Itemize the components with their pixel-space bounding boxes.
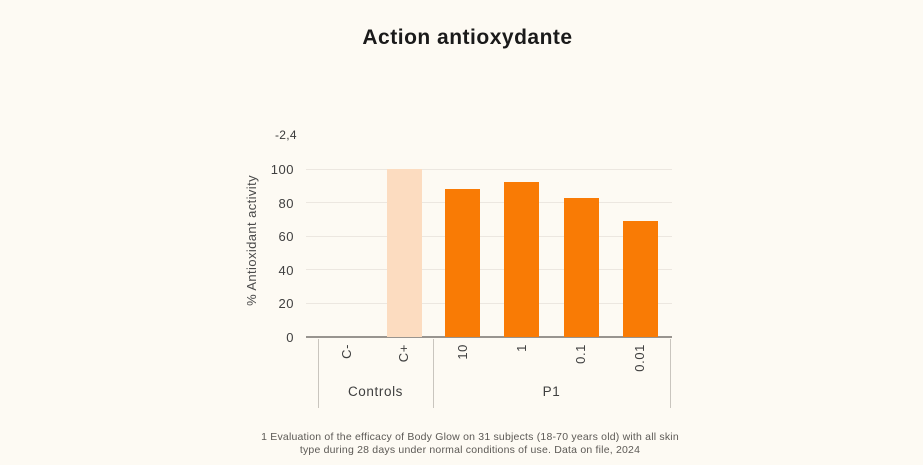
group-label-controls: Controls	[347, 384, 404, 399]
y-tick-label-0: 0	[286, 330, 294, 345]
gridline-20	[306, 302, 672, 304]
bar-0.1	[563, 197, 599, 337]
x-tick-label-0.01: 0.01	[632, 344, 648, 372]
gridline-60	[306, 235, 672, 237]
group-label-p1: P1	[542, 384, 561, 399]
bar-0.01	[622, 221, 658, 337]
x-tick-label-C+: C+	[396, 344, 412, 363]
y-tick-label-100: 100	[270, 162, 294, 177]
gridline-40	[306, 269, 672, 271]
bar-1	[504, 182, 540, 337]
bar-10	[445, 189, 481, 337]
footnote: 1 Evaluation of the efficacy of Body Glo…	[230, 431, 710, 457]
x-tick-label-10: 10	[454, 344, 470, 360]
x-tick-label-C-: C-	[338, 344, 354, 359]
y-tick-label-80: 80	[278, 195, 294, 211]
x-axis-line	[306, 335, 672, 338]
chart-title: Action antioxydante	[362, 26, 573, 49]
x-tick-label-0.1: 0.1	[573, 344, 589, 364]
y-tick-label-20: 20	[278, 296, 294, 312]
footnote-line-2: type during 28 days under normal conditi…	[299, 444, 641, 456]
y-tick-label-60: 60	[278, 229, 294, 245]
bar-C+	[386, 169, 422, 337]
negative-control-value-label: -2,4	[275, 128, 297, 142]
gridline-100	[306, 168, 672, 170]
axis-separator-2	[670, 339, 671, 408]
footnote-line-1: 1 Evaluation of the efficacy of Body Glo…	[261, 431, 679, 443]
gridline-80	[306, 202, 672, 204]
axis-separator-0	[318, 339, 319, 408]
y-tick-label-40: 40	[278, 262, 294, 278]
axis-separator-1	[433, 339, 434, 408]
x-tick-label-1: 1	[513, 344, 529, 352]
